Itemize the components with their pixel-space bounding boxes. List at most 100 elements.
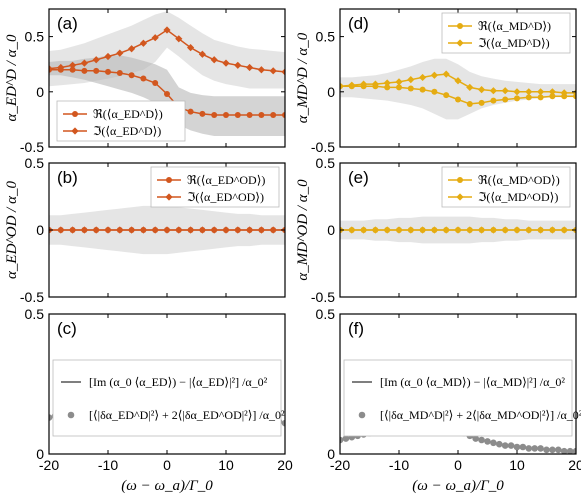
x-tick-label: -20 [39, 457, 59, 473]
data-point [566, 447, 574, 454]
data-point [507, 442, 515, 449]
data-point [419, 73, 427, 82]
panel-label: (f) [348, 319, 364, 338]
data-point [116, 70, 123, 77]
data-point [246, 63, 254, 72]
y-tick-label: -0.5 [311, 139, 335, 155]
legend-entry: ℜ(⟨α_MD^D⟩) [478, 19, 551, 33]
data-point [537, 445, 544, 452]
data-point [501, 226, 509, 234]
data-point [454, 77, 462, 85]
y-tick-label: 0 [36, 84, 44, 100]
x-tick-label: -10 [389, 457, 409, 473]
legend-entry: ℜ(⟨α_ED^D⟩) [93, 107, 163, 121]
data-point [348, 81, 356, 89]
data-point [210, 226, 218, 234]
data-point [80, 59, 88, 67]
data-point [442, 70, 450, 78]
data-point [269, 67, 277, 75]
data-point [478, 436, 485, 444]
data-point [478, 99, 485, 106]
data-point [57, 226, 65, 234]
data-point [560, 89, 568, 97]
data-point [222, 59, 230, 67]
x-tick-label: -10 [98, 457, 118, 473]
data-point [549, 446, 556, 454]
data-point [525, 226, 533, 234]
legend-entry: ℜ(⟨α_MD^OD⟩) [478, 173, 560, 187]
data-point [360, 226, 368, 234]
legend-entry: ℑ(⟨α_ED^OD⟩) [187, 190, 264, 204]
x-tick-label: 0 [163, 457, 171, 473]
data-point [548, 88, 556, 96]
x-tick-label: 0 [454, 457, 462, 473]
data-point [210, 56, 218, 64]
y-tick-label: 0.5 [316, 29, 336, 45]
y-axis-label: α_MD^D / α_0 [295, 32, 311, 123]
data-point [384, 84, 391, 91]
legend-entry: [⟨|δα_MD^D|²⟩ + 2⟨|δα_MD^OD|²⟩] /α_0² [380, 408, 581, 422]
y-tick-label: 0.5 [25, 29, 45, 45]
legend [150, 166, 280, 208]
legend-entry: ℑ(⟨α_MD^OD⟩) [478, 190, 558, 204]
data-point [163, 226, 171, 234]
data-point [466, 83, 474, 91]
data-point [396, 84, 402, 91]
y-tick-label: -0.5 [20, 139, 44, 155]
data-point [92, 226, 100, 234]
data-point [514, 95, 520, 102]
data-point [187, 226, 195, 234]
y-axis-label: α_MD^OD / α_0 [295, 179, 311, 281]
x-tick-label: 10 [218, 457, 234, 473]
data-point [93, 67, 100, 74]
data-point [484, 438, 491, 445]
data-point [139, 39, 147, 47]
data-point [234, 111, 241, 118]
data-point [92, 56, 100, 64]
data-point [128, 226, 136, 234]
y-tick-label: -0.5 [20, 289, 44, 305]
panel-f: -20 -10 0 10 20 0 0.5 (f) (ω − ω_a)/Γ_0 [Im (α_0 … [316, 306, 581, 494]
data-point [371, 226, 379, 234]
data-point [407, 226, 415, 234]
data-point [164, 91, 170, 98]
data-point [430, 71, 438, 79]
data-point [348, 226, 356, 234]
data-point [281, 68, 285, 76]
data-point [282, 111, 285, 118]
data-point [430, 226, 438, 234]
data-point [383, 226, 391, 234]
data-point [496, 440, 503, 448]
data-point [281, 419, 285, 427]
data-point [246, 226, 254, 234]
data-point [175, 226, 183, 234]
data-point [525, 94, 532, 101]
data-point [152, 79, 159, 86]
data-point [502, 96, 509, 103]
legend-entry: [⟨|δα_ED^D|²⟩ + 2⟨|δα_ED^OD|²⟩] /α_0² [89, 408, 285, 422]
data-point [49, 65, 53, 73]
x-axis-label: (ω − ω_a)/Γ_0 [121, 478, 213, 494]
data-point [395, 226, 403, 234]
data-point [419, 86, 426, 93]
data-point [513, 88, 521, 96]
y-tick-label: 0 [327, 84, 335, 100]
data-point [489, 87, 497, 95]
data-point [537, 226, 545, 234]
data-point [543, 446, 550, 454]
data-point [257, 66, 265, 74]
uncertainty-band [340, 58, 576, 120]
data-point [407, 85, 414, 92]
x-tick-label: 10 [509, 457, 525, 473]
data-point [140, 75, 147, 82]
data-point [431, 88, 438, 95]
y-tick-label: 0.5 [25, 306, 45, 322]
data-point [572, 89, 576, 97]
x-tick-label: -20 [330, 457, 350, 473]
legend-entry: ℜ(⟨α_ED^OD⟩) [187, 173, 265, 187]
panel-label: (c) [57, 319, 77, 338]
panel-e: -0.5 0 0.5 (e) α_MD^OD / α_0 ℜ(⟨α_MD^OD⟩) ℑ(⟨α… [295, 155, 577, 305]
data-point [69, 61, 77, 69]
panel-c: -20 -10 0 10 20 0 0.5 (c) (ω − ω_a)/Γ_0 [Im (α_0 … [25, 306, 293, 494]
